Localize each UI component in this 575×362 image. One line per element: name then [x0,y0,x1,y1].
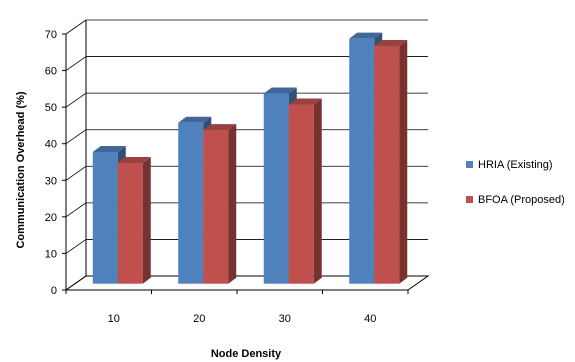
legend: HRIA (Existing) BFOA (Proposed) [466,159,565,206]
bar-side-bfoa-30 [313,98,322,284]
bar-side-bfoa-40 [399,39,408,284]
y-tick-label: 10 [45,248,57,260]
legend-swatch-hria [466,161,473,168]
gridline-depth [65,92,87,108]
x-tick-label: 30 [279,313,291,325]
bar-hria-40 [349,38,375,284]
tick-labels: 0 10 20 30 40 50 60 70 10 20 30 40 [45,29,377,325]
bar-bfoa-10 [117,163,143,284]
legend-label-hria: HRIA (Existing) [478,159,553,171]
y-axis-title: Communication Overhead (%) [15,91,27,248]
bar-top-hria-40 [349,32,383,39]
bar-hria-10 [92,152,118,284]
y-tick-label: 0 [51,285,57,297]
bar-bfoa-40 [374,45,400,284]
x-tick-label: 20 [193,313,205,325]
gridline-depth [65,56,87,71]
y-tick-label: 40 [45,139,57,151]
gridline-depth [65,165,87,181]
bars [92,32,408,284]
floor-outline [64,275,430,291]
y-tick-label: 30 [45,175,57,187]
bar-top-bfoa-20 [203,124,237,131]
gridline-depth [65,202,87,218]
bar-bfoa-30 [288,104,314,284]
y-tick-label: 60 [45,66,57,78]
y-tick-label: 50 [45,102,57,114]
bar-top-bfoa-10 [117,157,151,164]
bar-hria-30 [263,93,289,284]
bar-side-bfoa-10 [142,157,151,284]
y-tick-label: 70 [45,29,57,41]
gridline-depth [65,129,87,145]
bar-hria-20 [178,122,204,284]
bar-top-hria-30 [263,87,297,94]
bar-top-hria-20 [178,116,212,123]
x-tick-label: 40 [364,313,376,325]
gridline-depth [65,239,87,254]
bar-bfoa-20 [203,130,229,284]
axes [62,20,430,294]
legend-swatch-bfoa [466,196,473,203]
bar-top-bfoa-40 [374,39,408,46]
legend-label-bfoa: BFOA (Proposed) [478,194,565,206]
bar-top-bfoa-30 [288,98,322,105]
x-tick-label: 10 [108,313,120,325]
bar-side-bfoa-20 [228,124,237,284]
gridline-depth [65,19,87,35]
y-tick-label: 20 [45,212,57,224]
bar-top-hria-10 [92,146,126,153]
x-axis-title: Node Density [211,348,282,360]
